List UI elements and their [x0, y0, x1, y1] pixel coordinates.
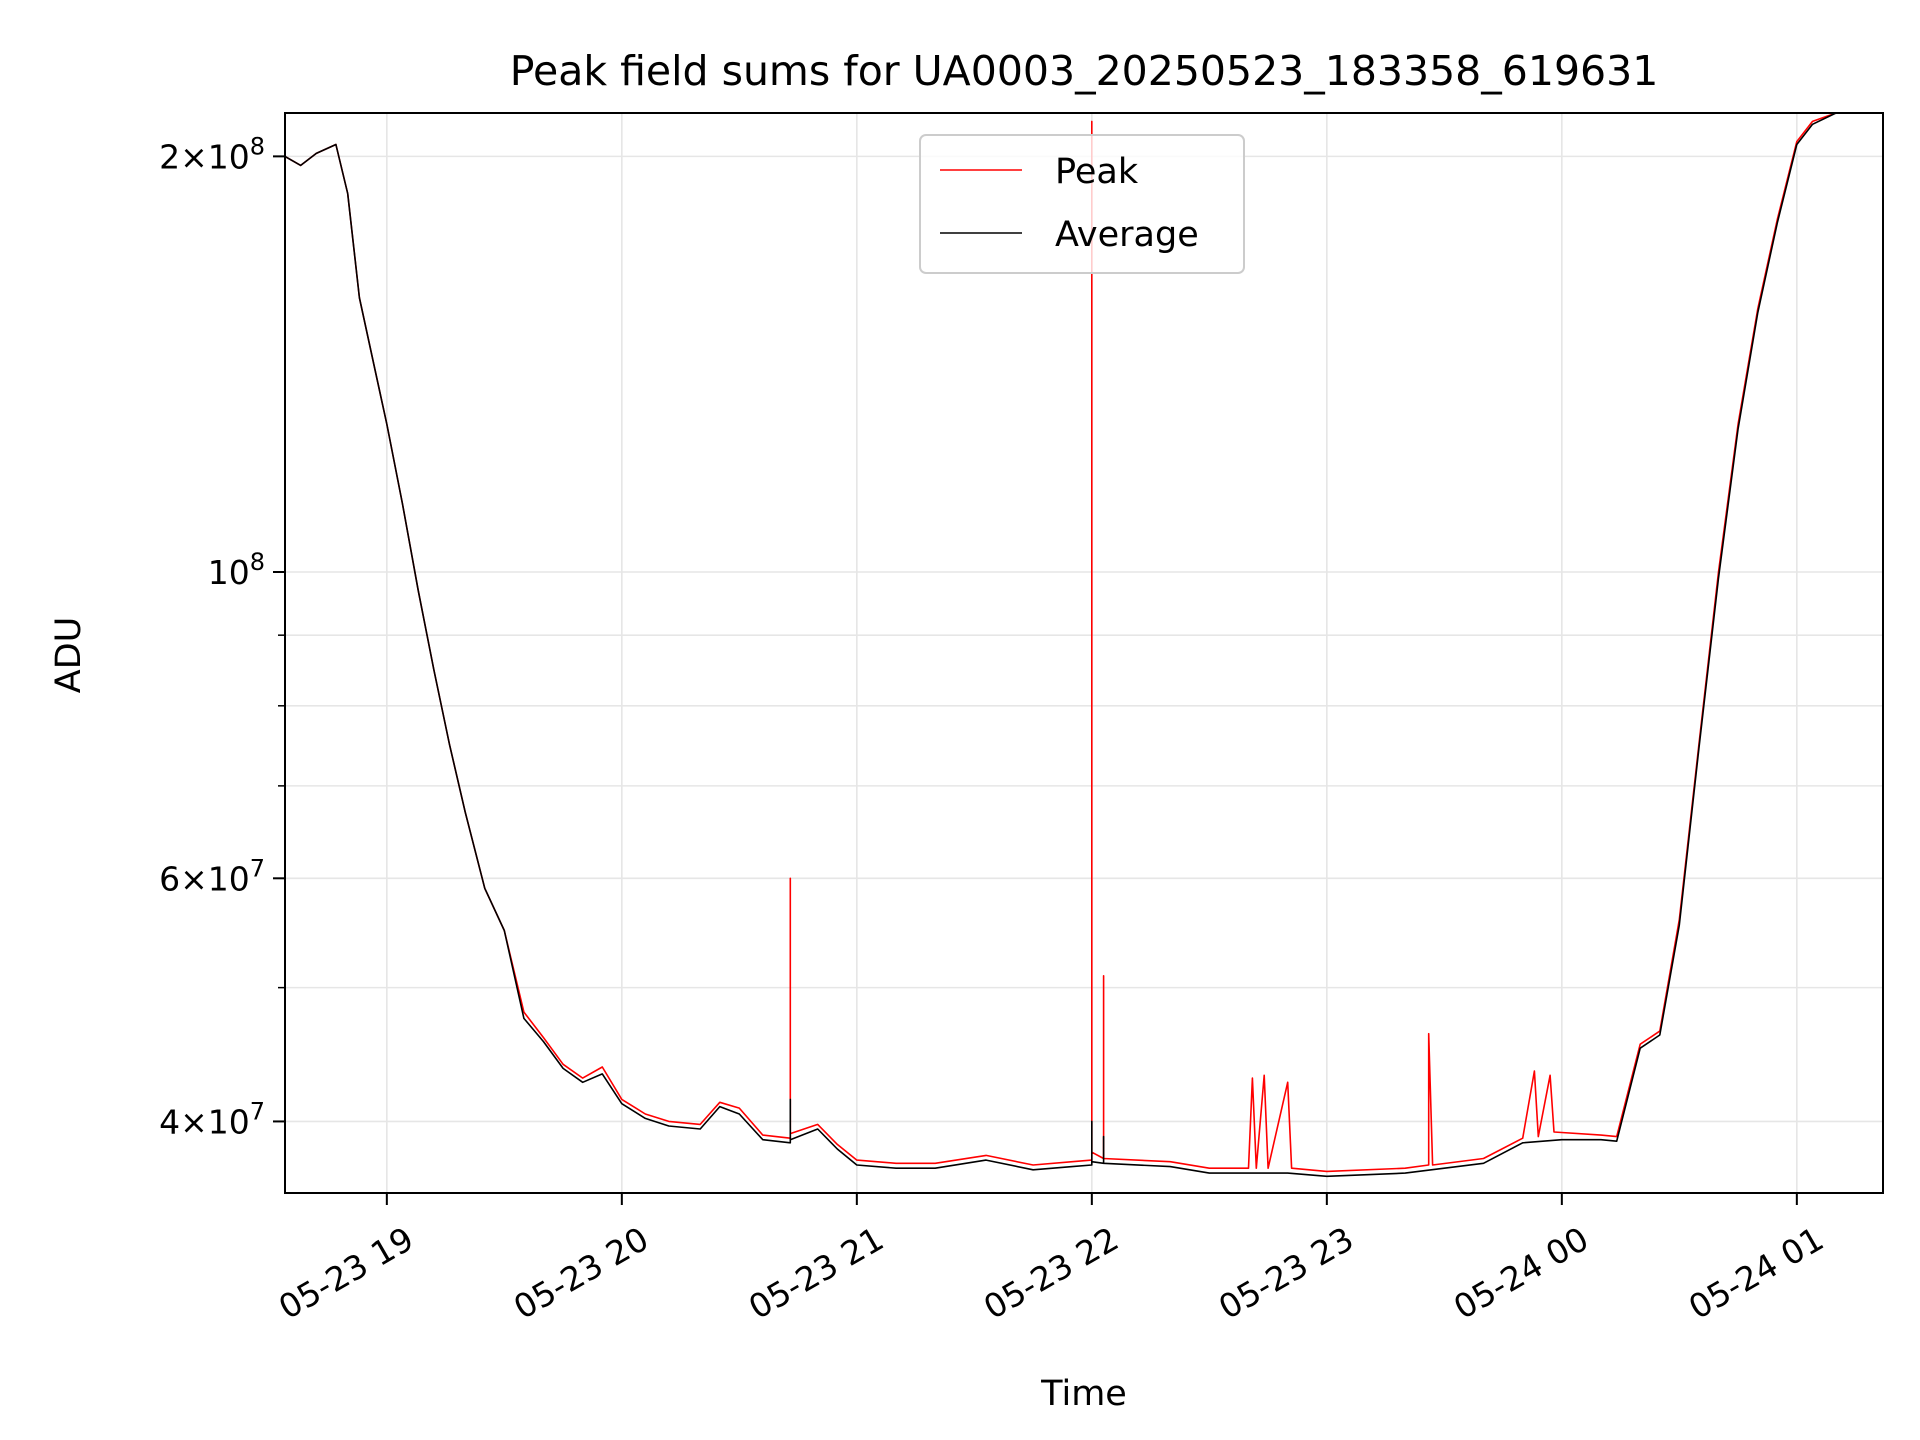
y-axis-ticks: 4×107 6×107 108 2×108 — [159, 132, 285, 1141]
y-tick-label: 4×107 — [159, 1097, 265, 1141]
legend-peak-label: Peak — [1055, 152, 1139, 192]
x-axis-label: Time — [1040, 1374, 1127, 1414]
legend: Peak Average — [919, 134, 1245, 274]
y-tick-label: 108 — [208, 548, 265, 592]
chart-title: Peak field sums for UA0003_20250523_1833… — [510, 47, 1659, 95]
y-tick-label: 6×107 — [159, 854, 265, 898]
plot-frame — [284, 112, 1884, 1194]
y-tick-label: 2×108 — [159, 132, 265, 176]
legend-average-label: Average — [1055, 215, 1199, 255]
series-line-average — [285, 113, 1837, 1178]
y-axis-label: ADU — [49, 617, 89, 694]
series-layer — [285, 113, 1837, 1178]
